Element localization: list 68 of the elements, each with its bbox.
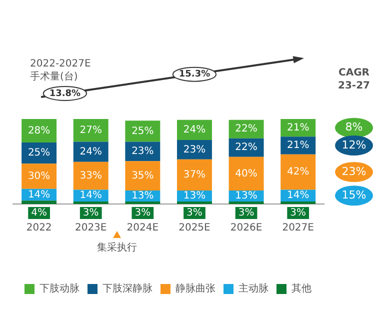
text: 23%	[342, 164, 366, 178]
data-label: 37%	[183, 170, 206, 181]
text: 15%	[342, 188, 366, 202]
data-label: 3%	[82, 208, 99, 219]
data-label: 24%	[80, 146, 102, 158]
x-tick-label: 2026E	[230, 222, 262, 234]
data-label: 4%	[31, 208, 47, 219]
data-label: 24%	[183, 124, 206, 136]
text: 15.3%	[178, 70, 210, 80]
x-tick-label: 2025E	[178, 222, 210, 234]
bar	[22, 164, 57, 189]
data-label: 21%	[286, 140, 310, 152]
bar	[280, 154, 316, 190]
text: 2022-2027E	[30, 58, 91, 70]
bar	[280, 136, 316, 154]
data-label: 22%	[235, 124, 258, 135]
bar	[228, 156, 264, 191]
data-label: 14%	[80, 190, 102, 202]
data-label: 3%	[290, 208, 306, 219]
data-label: 14%	[286, 190, 310, 202]
data-label: 42%	[286, 166, 310, 178]
x-tick-label: 2027E	[282, 222, 314, 234]
text: CAGR	[338, 68, 370, 79]
data-label: 27%	[80, 124, 102, 136]
legend-label: 主动脉	[238, 282, 268, 295]
bar	[73, 201, 108, 204]
text: 集采执行	[96, 242, 137, 254]
data-label: 14%	[28, 189, 50, 200]
text: 手术量(台)	[30, 70, 78, 83]
data-label: 21%	[286, 122, 310, 134]
legend-label: 下肢动脉	[40, 282, 80, 295]
data-label: 22%	[235, 142, 258, 154]
data-label: 3%	[238, 208, 254, 219]
x-tick-label: 2023E	[74, 222, 107, 234]
text: 13.8%	[49, 88, 81, 99]
data-label: 13%	[235, 190, 258, 202]
text: 12%	[342, 138, 366, 152]
data-label: 28%	[28, 125, 50, 136]
bar	[22, 118, 57, 143]
legend-label: 下肢深静脉	[102, 282, 152, 295]
x-tick-label: 2024E	[126, 222, 159, 234]
bar	[176, 159, 212, 191]
legend-label: 其他	[292, 282, 312, 295]
data-label: 40%	[235, 168, 258, 180]
data-label: 23%	[183, 144, 206, 156]
bar	[73, 118, 108, 142]
bar	[73, 142, 108, 162]
bar	[22, 200, 57, 204]
bar	[176, 201, 212, 204]
data-label: 25%	[28, 148, 50, 159]
data-label: 25%	[132, 126, 154, 137]
text: 23-27	[338, 80, 370, 92]
data-label: 35%	[132, 170, 154, 182]
data-label: 23%	[132, 146, 154, 157]
data-label: 13%	[183, 190, 206, 202]
data-label: 3%	[186, 208, 202, 219]
legend-label: 静脉曲张	[176, 282, 216, 295]
x-tick-label: 2022	[26, 222, 52, 234]
data-label: 3%	[134, 208, 151, 219]
data-label: 30%	[28, 170, 50, 182]
data-label: 33%	[80, 170, 102, 182]
bar	[125, 161, 160, 191]
bar	[73, 162, 108, 190]
bar	[125, 201, 160, 204]
text: 8%	[345, 120, 363, 134]
bar	[280, 201, 316, 204]
bar	[228, 201, 264, 204]
data-label: 13%	[132, 190, 154, 202]
